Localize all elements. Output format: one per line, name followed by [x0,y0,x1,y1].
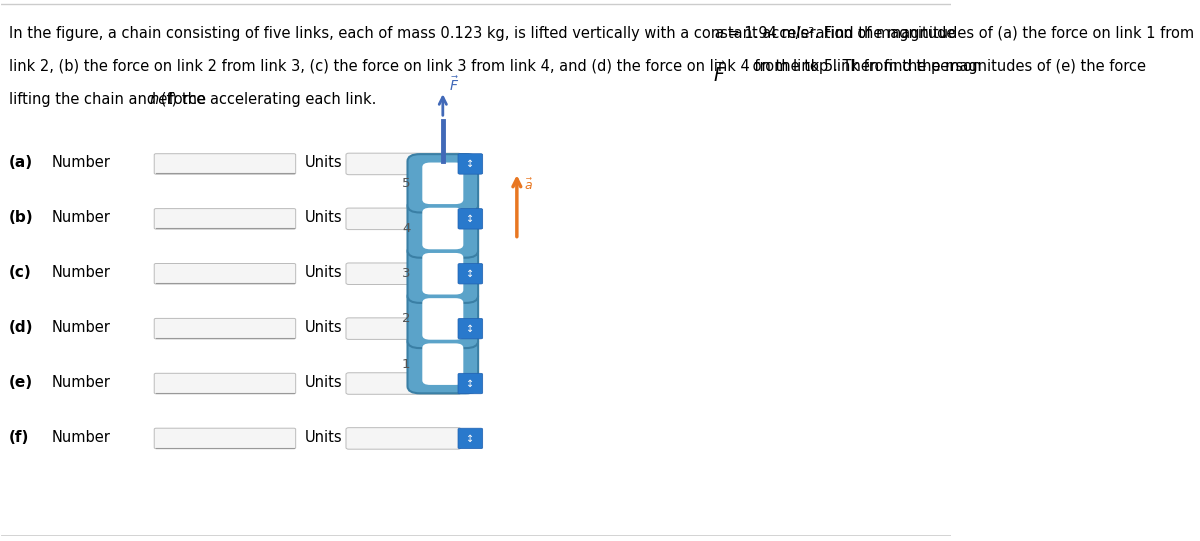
FancyBboxPatch shape [155,428,295,448]
Text: Number: Number [52,265,110,280]
FancyBboxPatch shape [408,245,478,303]
Text: ↕: ↕ [467,433,474,444]
FancyBboxPatch shape [422,344,463,385]
FancyBboxPatch shape [458,263,482,284]
FancyBboxPatch shape [346,208,461,229]
Text: 4: 4 [402,222,410,235]
Text: ↕: ↕ [467,159,474,169]
Text: In the figure, a chain consisting of five links, each of mass 0.123 kg, is lifte: In the figure, a chain consisting of fiv… [8,25,960,41]
FancyBboxPatch shape [422,162,463,204]
Text: net: net [150,93,174,107]
Text: (f): (f) [8,430,29,445]
FancyBboxPatch shape [346,263,461,285]
FancyBboxPatch shape [346,373,461,394]
FancyBboxPatch shape [346,153,461,175]
Text: 5: 5 [402,177,410,190]
Text: Number: Number [52,320,110,335]
FancyBboxPatch shape [346,318,461,339]
Text: Units: Units [305,155,343,170]
FancyBboxPatch shape [155,263,295,284]
Text: Units: Units [305,375,343,390]
FancyBboxPatch shape [458,154,482,174]
Text: a: a [714,25,724,41]
Text: on the top link from the person: on the top link from the person [749,59,982,74]
FancyBboxPatch shape [458,209,482,229]
Text: (b): (b) [8,210,34,225]
Text: $\vec{F}$: $\vec{F}$ [450,75,460,94]
FancyBboxPatch shape [422,253,463,294]
FancyBboxPatch shape [408,154,478,213]
Text: (c): (c) [8,265,31,280]
Text: force accelerating each link.: force accelerating each link. [163,93,376,107]
Text: Number: Number [52,155,110,170]
Text: ↕: ↕ [467,269,474,279]
Text: $\vec{F}$: $\vec{F}$ [713,62,726,86]
Text: Units: Units [305,210,343,225]
FancyBboxPatch shape [155,154,295,174]
Text: $\vec{a}$: $\vec{a}$ [523,178,533,193]
Text: (d): (d) [8,320,34,335]
FancyBboxPatch shape [155,209,295,229]
Text: = 1.94 m/s². Find the magnitudes of (a) the force on link 1 from: = 1.94 m/s². Find the magnitudes of (a) … [722,25,1194,41]
Text: ↕: ↕ [467,214,474,224]
Text: Units: Units [305,320,343,335]
Text: link 2, (b) the force on link 2 from link 3, (c) the force on link 3 from link 4: link 2, (b) the force on link 2 from lin… [8,59,1151,74]
Text: 3: 3 [402,267,410,280]
FancyBboxPatch shape [458,373,482,394]
FancyBboxPatch shape [408,199,478,258]
FancyBboxPatch shape [422,298,463,340]
FancyBboxPatch shape [155,373,295,394]
Text: ↕: ↕ [467,379,474,388]
Text: Number: Number [52,210,110,225]
Text: 1: 1 [402,358,410,371]
FancyBboxPatch shape [346,428,461,449]
FancyBboxPatch shape [155,319,295,339]
Text: ↕: ↕ [467,324,474,334]
Text: Units: Units [305,430,343,445]
Text: lifting the chain and (f) the: lifting the chain and (f) the [8,93,211,107]
Text: 2: 2 [402,313,410,326]
Text: (a): (a) [8,155,34,170]
FancyBboxPatch shape [458,319,482,339]
FancyBboxPatch shape [422,208,463,249]
FancyBboxPatch shape [408,335,478,393]
Text: Units: Units [305,265,343,280]
Text: (e): (e) [8,375,34,390]
Text: Number: Number [52,430,110,445]
Text: Number: Number [52,375,110,390]
FancyBboxPatch shape [458,428,482,448]
FancyBboxPatch shape [408,290,478,348]
